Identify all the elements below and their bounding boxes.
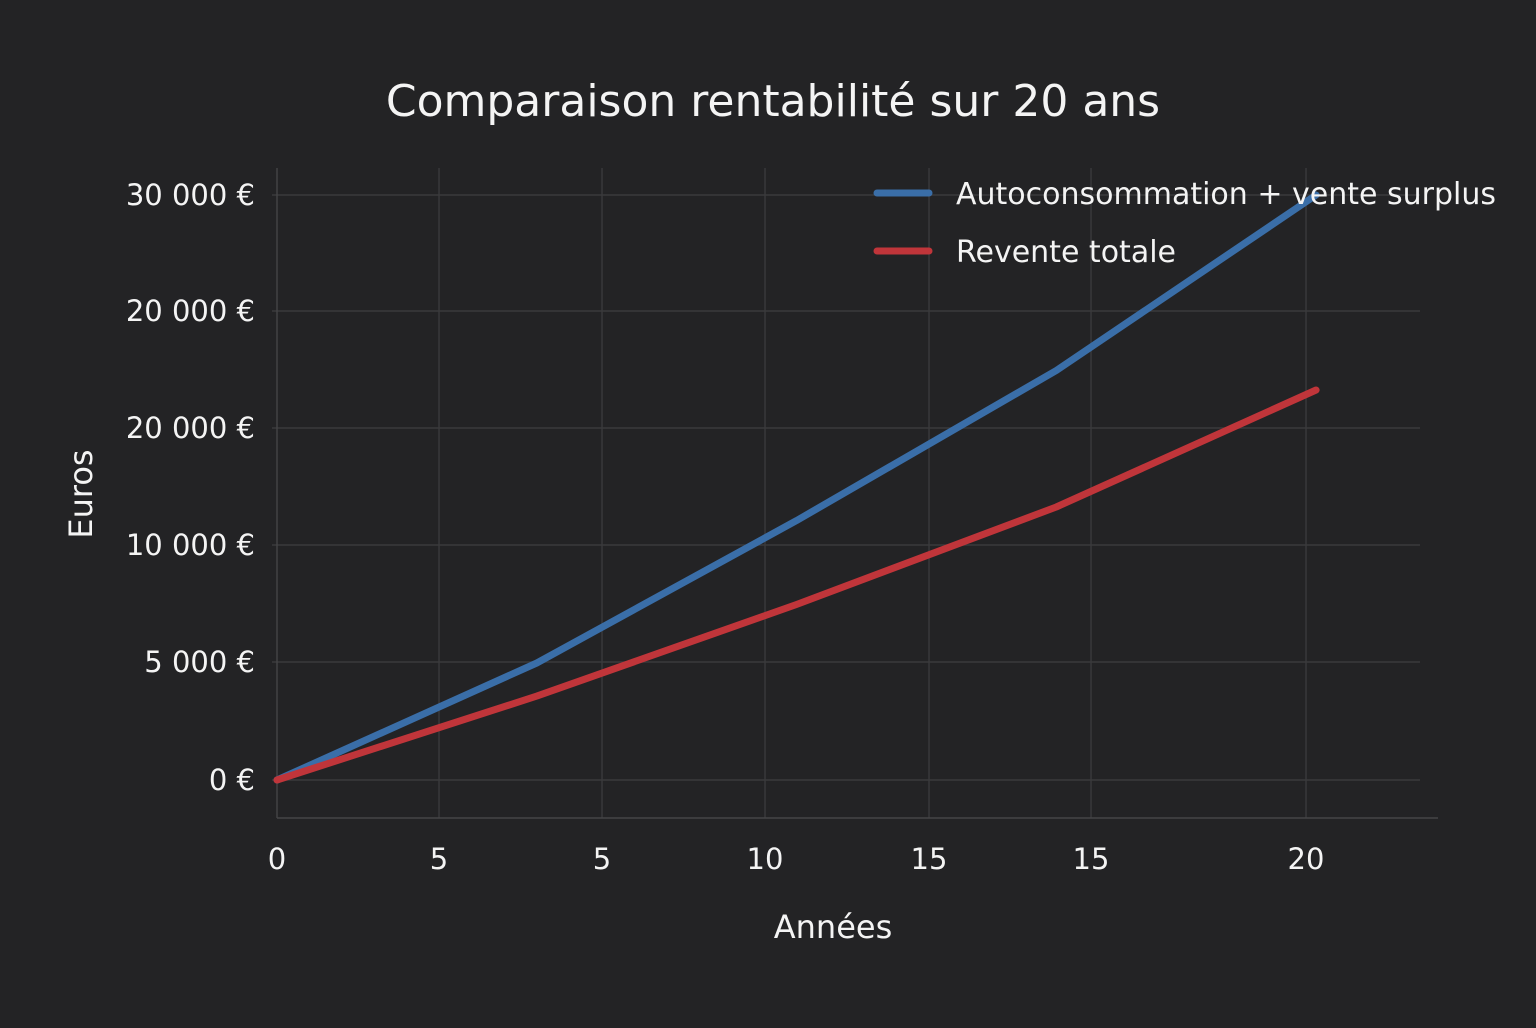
y-tick-label: 5 000 €	[144, 645, 255, 679]
x-tick-label: 0	[268, 842, 286, 876]
legend-label: Autoconsommation + vente surplus	[956, 177, 1496, 212]
y-tick-label: 20 000 €	[126, 294, 255, 328]
y-tick-label: 30 000 €	[126, 178, 255, 212]
x-tick-label: 15	[911, 842, 948, 876]
y-axis-title: Euros	[62, 449, 100, 538]
y-tick-label: 0 €	[209, 763, 255, 797]
x-tick-label: 20	[1288, 842, 1325, 876]
y-tick-label: 20 000 €	[126, 411, 255, 445]
series-line-2	[273, 386, 1320, 784]
axes	[276, 168, 1438, 819]
series-line-1	[273, 191, 1320, 784]
x-tick-label: 5	[593, 842, 611, 876]
x-tick-label: 5	[430, 842, 448, 876]
tick-labels: 0 € 5 000 € 10 000 € 20 000 € 20 000 € 30 000…	[126, 178, 1325, 876]
x-axis-title: Années	[774, 908, 893, 946]
legend: Autoconsommation + vente surplus Revente …	[873, 177, 1496, 270]
x-tick-label: 10	[747, 842, 784, 876]
x-tick-label: 15	[1073, 842, 1110, 876]
chart-title: Comparaison rentabilité sur 20 ans	[386, 76, 1160, 127]
grid	[272, 168, 1420, 818]
y-tick-label: 10 000 €	[126, 528, 255, 562]
legend-label: Revente totale	[956, 235, 1176, 270]
series-lines	[273, 191, 1320, 784]
